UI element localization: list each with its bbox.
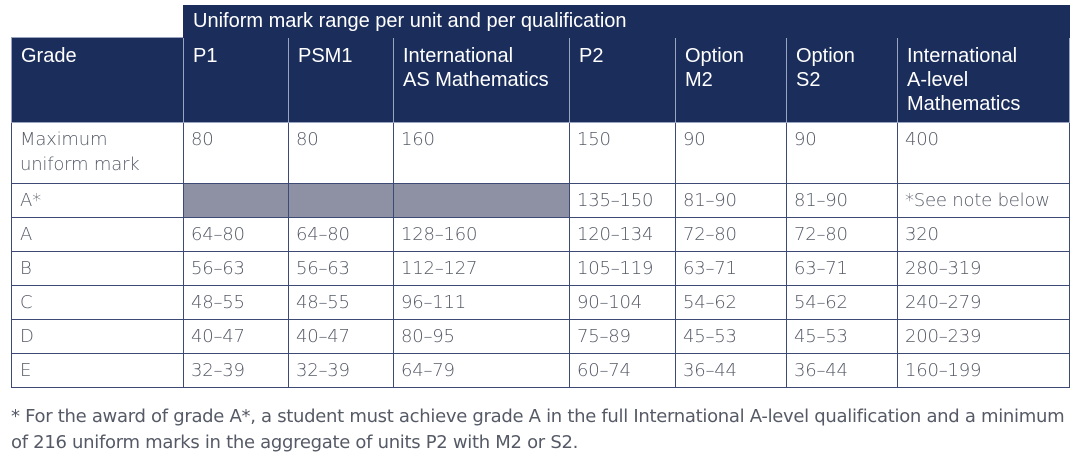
mark-range-cell: 72–80 <box>786 217 898 252</box>
mark-range-cell: 160–199 <box>896 353 1071 388</box>
mark-range-cell: 56–63 <box>288 251 394 286</box>
mark-range-cell: 40–47 <box>183 319 289 354</box>
mark-range-cell: 90 <box>675 122 787 184</box>
mark-range-cell: 45–53 <box>675 319 787 354</box>
mark-range-cell: 54–62 <box>786 285 898 320</box>
table-row: D 40–47 40–47 80–95 75–89 45–53 45–53 200–239 <box>11 319 1071 354</box>
mark-range-cell: 60–74 <box>569 353 676 388</box>
mark-range-cell: 80 <box>288 122 394 184</box>
mark-range-cell: 280–319 <box>896 251 1071 286</box>
mark-range-cell: 48–55 <box>288 285 394 320</box>
table-row: A 64–80 64–80 128–160 120–134 72–80 72–80 320 <box>11 217 1071 252</box>
mark-range-cell: 200–239 <box>896 319 1071 354</box>
mark-range-cell: 160 <box>393 122 570 184</box>
column-header-5: Option M2 <box>675 37 787 123</box>
mark-range-cell: 36–44 <box>675 353 787 388</box>
mark-range-cell: 40–47 <box>288 319 394 354</box>
grade-cell: Maximum uniform mark <box>11 122 184 184</box>
grade-cell: B <box>11 251 184 286</box>
mark-range-cell: 75–89 <box>569 319 676 354</box>
shaded-cell <box>393 183 570 218</box>
mark-range-cell: *See note below <box>896 183 1071 218</box>
mark-range-cell: 150 <box>569 122 676 184</box>
mark-range-cell: 48–55 <box>183 285 289 320</box>
table-row: Maximum uniform mark 80 80 160 150 90 90 400 <box>11 122 1071 184</box>
column-header-row: Grade P1 PSM1 International AS Mathematics P… <box>11 37 1071 123</box>
grade-cell: E <box>11 353 184 388</box>
mark-range-cell: 400 <box>896 122 1071 184</box>
shaded-cell <box>183 183 289 218</box>
mark-range-cell: 105–119 <box>569 251 676 286</box>
super-header-spacer <box>11 5 184 38</box>
mark-range-cell: 96–111 <box>393 285 570 320</box>
mark-range-cell: 112–127 <box>393 251 570 286</box>
column-header-7: International A-level Mathematics <box>896 37 1071 123</box>
grade-cell: C <box>11 285 184 320</box>
column-header-3: International AS Mathematics <box>393 37 570 123</box>
table-body: Maximum uniform mark 80 80 160 150 90 90 400 A* 1… <box>11 122 1071 388</box>
mark-range-cell: 72–80 <box>675 217 787 252</box>
uniform-mark-table: Uniform mark range per unit and per qual… <box>11 5 1071 388</box>
table-row: A* 135–150 81–90 81–90 *See note below <box>11 183 1071 218</box>
table-row: C 48–55 48–55 96–111 90–104 54–62 54–62 240–279 <box>11 285 1071 320</box>
mark-range-cell: 64–80 <box>288 217 394 252</box>
mark-range-cell: 64–79 <box>393 353 570 388</box>
table-row: E 32–39 32–39 64–79 60–74 36–44 36–44 160–199 <box>11 353 1071 388</box>
mark-range-cell: 128–160 <box>393 217 570 252</box>
mark-range-cell: 54–62 <box>675 285 787 320</box>
mark-range-cell: 63–71 <box>786 251 898 286</box>
mark-range-cell: 81–90 <box>786 183 898 218</box>
mark-range-cell: 32–39 <box>183 353 289 388</box>
column-header-1: P1 <box>183 37 289 123</box>
table-row: B 56–63 56–63 112–127 105–119 63–71 63–71 280–3… <box>11 251 1071 286</box>
mark-range-cell: 45–53 <box>786 319 898 354</box>
mark-range-cell: 81–90 <box>675 183 787 218</box>
mark-range-cell: 320 <box>896 217 1071 252</box>
mark-range-cell: 240–279 <box>896 285 1071 320</box>
shaded-cell <box>288 183 394 218</box>
column-header-6: Option S2 <box>786 37 898 123</box>
super-header: Uniform mark range per unit and per qual… <box>182 5 1071 38</box>
mark-range-cell: 135–150 <box>569 183 676 218</box>
column-header-4: P2 <box>569 37 676 123</box>
mark-range-cell: 56–63 <box>183 251 289 286</box>
mark-range-cell: 80–95 <box>393 319 570 354</box>
mark-range-cell: 64–80 <box>183 217 289 252</box>
mark-range-cell: 90–104 <box>569 285 676 320</box>
footnote: * For the award of grade A*, a student m… <box>11 406 1065 453</box>
mark-range-cell: 63–71 <box>675 251 787 286</box>
column-header-grade: Grade <box>11 37 184 123</box>
mark-range-cell: 80 <box>183 122 289 184</box>
mark-range-cell: 90 <box>786 122 898 184</box>
column-header-2: PSM1 <box>288 37 394 123</box>
mark-range-cell: 120–134 <box>569 217 676 252</box>
mark-range-cell: 32–39 <box>288 353 394 388</box>
mark-range-cell: 36–44 <box>786 353 898 388</box>
uniform-mark-table-container: Uniform mark range per unit and per qual… <box>11 5 1071 388</box>
grade-cell: D <box>11 319 184 354</box>
super-header-row: Uniform mark range per unit and per qual… <box>11 5 1071 38</box>
grade-cell: A* <box>11 183 184 218</box>
grade-cell: A <box>11 217 184 252</box>
